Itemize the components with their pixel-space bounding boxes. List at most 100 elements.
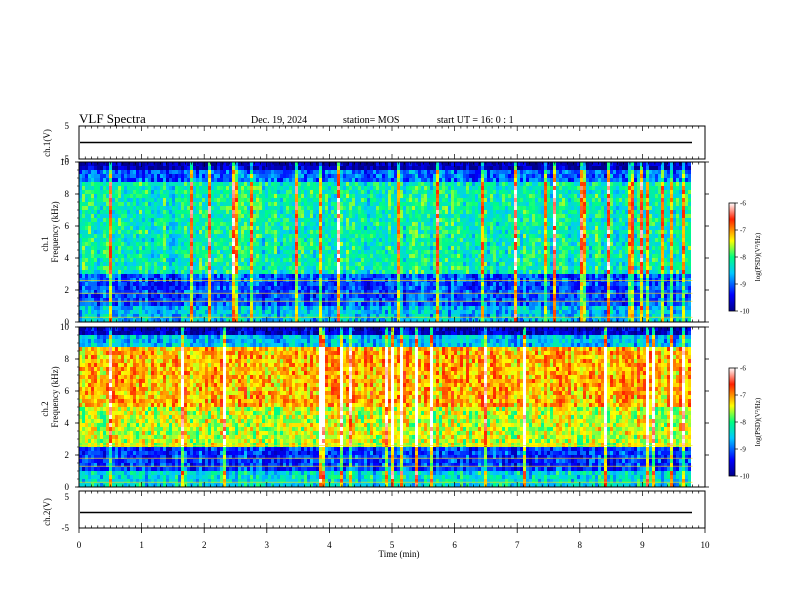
ch1-spectrogram-cell (325, 250, 328, 254)
ch1-spectrogram-cell (193, 174, 196, 178)
ch1-spectrogram-cell (295, 174, 298, 178)
ch1-spectrogram-cell (391, 254, 394, 258)
ch1-spectrogram-cell (256, 250, 259, 254)
ch1-spectrogram-cell (295, 198, 298, 202)
ch1-spectrogram-cell (622, 170, 625, 174)
ch1-spectrogram-cell (232, 230, 235, 234)
ch1-spectrogram-cell (259, 170, 262, 174)
ch1-spectrogram-cell (295, 246, 298, 250)
ch1-spectrogram-cell (328, 194, 331, 198)
ch1-spectrogram-cell (382, 254, 385, 258)
ch1-spectrogram-cell (310, 226, 313, 230)
ch1-spectrogram-cell (130, 206, 133, 210)
ch1-spectrogram-cell (478, 226, 481, 230)
ch1-spectrogram-cell (340, 226, 343, 230)
ch1-spectrogram-cell (304, 238, 307, 242)
ch1-spectrogram-cell (85, 250, 88, 254)
ch1-spectrogram-cell (412, 234, 415, 238)
ch1-spectrogram-cell (604, 238, 607, 242)
ch1-spectrogram-cell (379, 242, 382, 246)
ch1-spectrogram-cell (541, 166, 544, 170)
ch1-spectrogram-cell (304, 174, 307, 178)
ch1-spectrogram-cell (208, 178, 211, 182)
ch1-spectrogram-cell (514, 162, 517, 166)
ch1-spectrogram-cell (220, 210, 223, 214)
ch1-spectrogram-cell (403, 210, 406, 214)
ch1-spectrogram-cell (535, 218, 538, 222)
ch1-spectrogram-cell (274, 178, 277, 182)
ch1-spectrogram-cell (88, 202, 91, 206)
ch1-spectrogram-cell (346, 166, 349, 170)
ch1-spectrogram-cell (640, 174, 643, 178)
ch1-spectrogram-cell (310, 186, 313, 190)
ch1-spectrogram-cell (142, 170, 145, 174)
ch1-spectrogram-cell (202, 198, 205, 202)
ch1-spectrogram-cell (469, 186, 472, 190)
ch1-spectrogram-cell (139, 234, 142, 238)
ch1-spectrogram-cell (232, 202, 235, 206)
ch1-spectrogram-cell (526, 238, 529, 242)
ch1-spectrogram-cell (508, 206, 511, 210)
ch1-spectrogram-cell (556, 178, 559, 182)
ch1-spectrogram-cell (97, 254, 100, 258)
ch1-spectrogram-cell (100, 162, 103, 166)
ch1-spectrogram-cell (562, 162, 565, 166)
ch1-spectrogram-cell (490, 250, 493, 254)
ch1-spectrogram-cell (145, 174, 148, 178)
ch1-spectrogram-cell (214, 186, 217, 190)
ch1-spectrogram-cell (163, 234, 166, 238)
ch1-spectrogram-cell (151, 170, 154, 174)
ch1-spectrogram-cell (634, 218, 637, 222)
ch1-spectrogram-cell (589, 182, 592, 186)
ch1-spectrogram-cell (217, 250, 220, 254)
ch1-ytick-top: 5 (65, 121, 70, 131)
ch1-spectrogram-cell (562, 242, 565, 246)
ch1-spectrogram-cell (85, 202, 88, 206)
ch1-spectrogram-cell (139, 218, 142, 222)
ch1-spectrogram-cell (352, 250, 355, 254)
ch1-spectrogram-cell (379, 222, 382, 226)
ch1-spectrogram-cell (295, 234, 298, 238)
ch1-spectrogram-cell (172, 246, 175, 250)
ch1-spectrogram-cell (142, 214, 145, 218)
ch1-spectrogram-cell (322, 222, 325, 226)
ch1-spectrogram-cell (151, 198, 154, 202)
ch1-spectrogram-cell (148, 238, 151, 242)
ch1-spectrogram-cell (685, 242, 688, 246)
ch1-spectrogram-cell (349, 214, 352, 218)
ch1-spectrogram-cell (193, 246, 196, 250)
ch1-spectrogram-cell (259, 222, 262, 226)
ch1-spectrogram-cell (133, 246, 136, 250)
ch1-spectrogram-cell (595, 190, 598, 194)
ch1-spectrogram-cell (430, 246, 433, 250)
ch1-spectrogram-cell (448, 202, 451, 206)
ch1-spectrogram-cell (688, 222, 691, 226)
ch1-spectrogram-cell (541, 254, 544, 258)
ch1-spectrogram-cell (97, 206, 100, 210)
ch1-spectrogram-cell (277, 234, 280, 238)
ch1-spectrogram-cell (178, 210, 181, 214)
ch1-spectrogram-cell (337, 162, 340, 166)
ch1-spectrogram-cell (538, 250, 541, 254)
ch1-spectrogram-cell (382, 162, 385, 166)
ch1-spectrogram-cell (223, 238, 226, 242)
ch1-spectrogram-cell (502, 174, 505, 178)
ch1-spectrogram-cell (568, 162, 571, 166)
ch1-spectrogram-cell (349, 210, 352, 214)
ch1-spectrogram-cell (532, 170, 535, 174)
ch1-spectrogram-cell (127, 210, 130, 214)
ch1-spectrogram-cell (304, 206, 307, 210)
ch1-spectrogram-cell (499, 234, 502, 238)
ch1-spectrogram-cell (313, 186, 316, 190)
ch1-spectrogram-cell (94, 194, 97, 198)
ch1-spectrogram-cell (196, 162, 199, 166)
ch1-spectrogram-cell (637, 210, 640, 214)
ch1-spectrogram-cell (136, 210, 139, 214)
ch1-spectrogram-cell (577, 166, 580, 170)
ch1-spectrogram-cell (475, 202, 478, 206)
ch1-spectrogram-cell (490, 246, 493, 250)
ch1-spectrogram-cell (208, 258, 211, 262)
ch1-spectrogram-cell (334, 170, 337, 174)
ch1-spectrogram-cell (622, 186, 625, 190)
ch1-spectrogram-cell (316, 186, 319, 190)
